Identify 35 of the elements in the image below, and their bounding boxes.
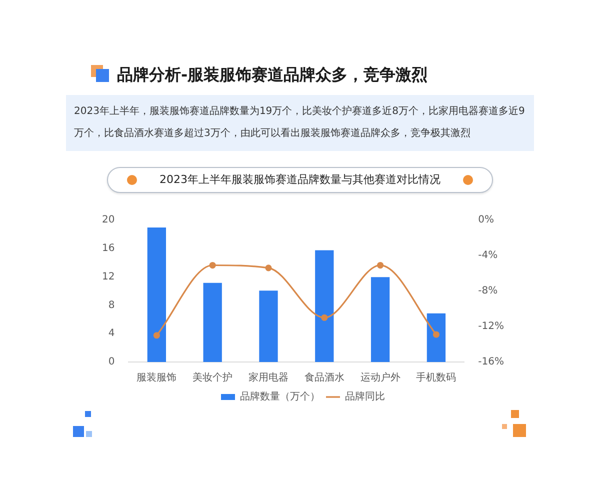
y2-tick-label: -8% bbox=[478, 286, 498, 297]
point bbox=[153, 332, 160, 339]
point bbox=[377, 262, 384, 269]
legend-label: 品牌同比 bbox=[345, 390, 385, 403]
rounded-frame: 2023年上半年服装服饰赛道品牌数量与其他赛道对比情况 bbox=[107, 167, 493, 193]
point bbox=[321, 314, 328, 321]
y-tick-label: 16 bbox=[102, 242, 115, 254]
y2-tick-label: -12% bbox=[478, 321, 504, 332]
y-tick-label: 0 bbox=[108, 356, 115, 368]
legend-label: 品牌数量（万个） bbox=[240, 390, 320, 403]
y2-tick-label: -4% bbox=[478, 250, 498, 262]
x-tick-label: 美妆个护 bbox=[192, 372, 233, 384]
x-tick-label: 手机数码 bbox=[416, 372, 456, 384]
point bbox=[209, 262, 216, 269]
y2-tick-label: 0% bbox=[478, 214, 494, 226]
text-panel: 2023年上半年，服装服饰赛道品牌数量为19万个，比美妆个护赛道多近8万个，比家用电器赛道多近9万个，比食品酒水赛道多超过3万个，由此可以看出服装服饰赛道品牌众多，竞争极其激烈 bbox=[66, 95, 534, 151]
bar bbox=[426, 313, 446, 362]
point bbox=[432, 331, 440, 338]
y-tick-label: 20 bbox=[102, 214, 115, 226]
x-tick-label: 食品酒水 bbox=[304, 372, 344, 384]
y-tick-label: 4 bbox=[108, 328, 115, 340]
y2-tick-label: -16% bbox=[478, 356, 504, 368]
bar bbox=[147, 227, 166, 362]
bar bbox=[370, 277, 390, 362]
x-tick-label: 运动户外 bbox=[360, 372, 400, 384]
chart-subtitle: 2023年上半年服装服饰赛道品牌数量与其他赛道对比情况 bbox=[158, 172, 442, 188]
x-tick-label: 家用电器 bbox=[248, 372, 288, 384]
chart-title: 品牌分析-服装服饰赛道品牌众多，竞争激烈 bbox=[117, 64, 428, 86]
y-tick-label: 8 bbox=[108, 300, 115, 311]
point bbox=[265, 264, 272, 272]
bar bbox=[203, 282, 222, 362]
bar bbox=[259, 290, 278, 362]
x-tick-label: 服装服饰 bbox=[136, 372, 177, 384]
y-tick-label: 12 bbox=[102, 271, 115, 282]
bar bbox=[315, 250, 334, 362]
